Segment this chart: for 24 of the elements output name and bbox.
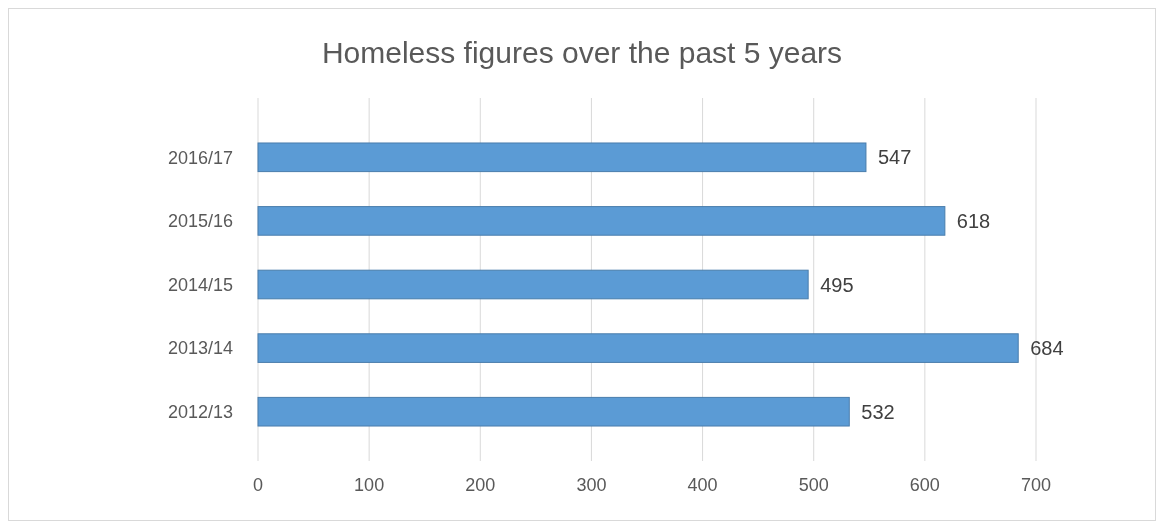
bar	[257, 206, 946, 236]
x-tick-label: 500	[798, 475, 829, 495]
bar	[257, 142, 867, 173]
bar	[257, 396, 850, 427]
y-tick-label: 2012/13	[167, 402, 233, 423]
x-tick-label: 300	[576, 475, 607, 495]
data-label: 532	[861, 400, 895, 423]
x-tick-label: 600	[909, 475, 940, 495]
bar	[257, 333, 1019, 363]
x-tick-label: 100	[354, 475, 385, 495]
data-label: 684	[1030, 337, 1064, 360]
x-tick-label: 400	[687, 475, 718, 495]
y-tick-label: 2013/14	[167, 338, 233, 359]
y-tick-label: 2016/17	[167, 147, 233, 168]
y-tick-label: 2014/15	[167, 274, 233, 295]
data-label: 495	[820, 273, 854, 296]
data-label: 547	[877, 146, 912, 169]
x-tick-label: 700	[1020, 475, 1052, 495]
x-tick-label: 200	[465, 475, 496, 495]
y-tick-label: 2015/16	[167, 211, 233, 232]
data-label: 618	[956, 209, 991, 232]
chart-title: Homeless figures over the past 5 years	[321, 36, 843, 69]
x-tick-label: 0	[252, 475, 264, 495]
bar	[257, 269, 809, 300]
